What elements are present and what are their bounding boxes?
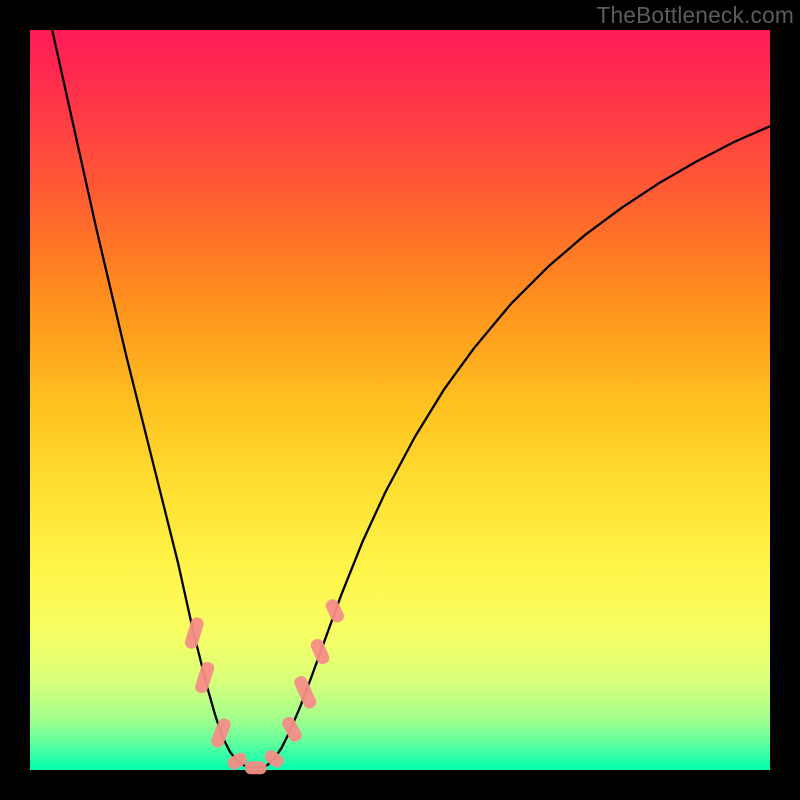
watermark-text: TheBottleneck.com bbox=[596, 2, 794, 29]
bottleneck-chart bbox=[0, 0, 800, 800]
curve-marker bbox=[245, 761, 267, 774]
chart-container: TheBottleneck.com bbox=[0, 0, 800, 800]
plot-background bbox=[30, 30, 770, 770]
